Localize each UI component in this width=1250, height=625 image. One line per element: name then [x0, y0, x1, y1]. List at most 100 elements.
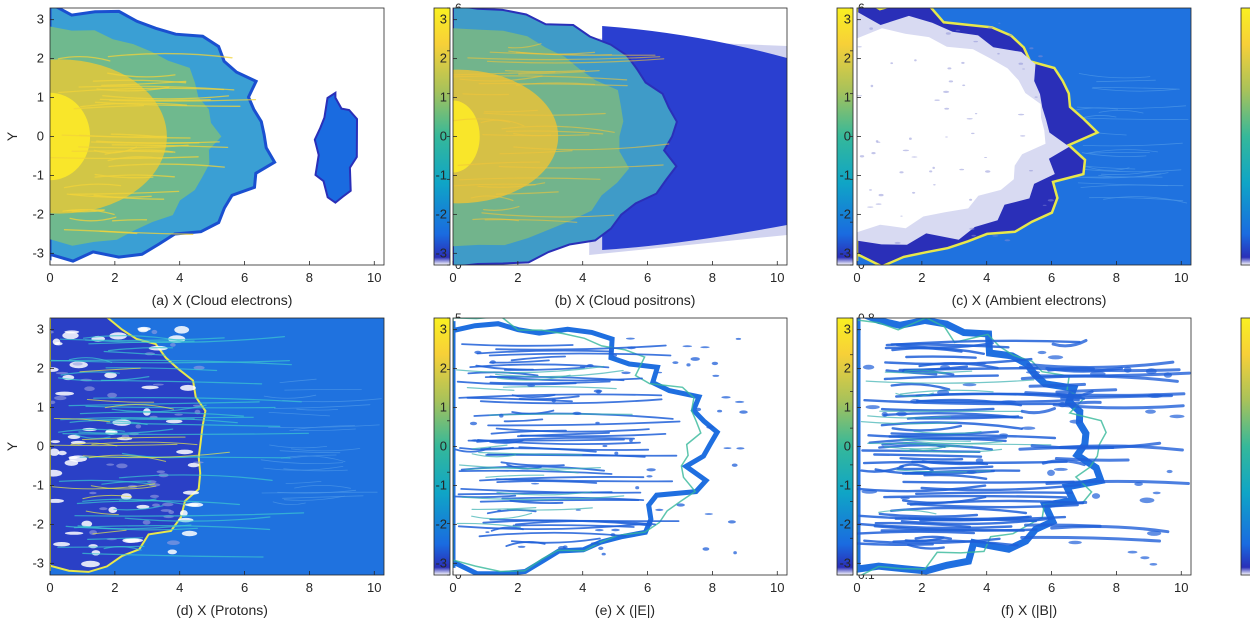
filament [456, 365, 605, 374]
filament [501, 496, 645, 501]
filament [923, 473, 988, 480]
filament [108, 163, 225, 168]
speck [1047, 199, 1054, 202]
filament [509, 499, 564, 504]
panel-caption: (b) X (Cloud positrons) [555, 292, 696, 308]
x-tick-label: 4 [579, 270, 586, 285]
filament [477, 182, 546, 188]
filament [507, 507, 593, 511]
speck [165, 419, 183, 424]
speck [517, 545, 526, 548]
filament [1086, 166, 1130, 171]
y-tick-label: 2 [844, 361, 851, 376]
speck [867, 206, 874, 208]
speck [104, 372, 117, 379]
y-tick-label: 3 [844, 12, 851, 27]
speck [176, 449, 194, 455]
speck [1090, 371, 1106, 377]
filament [878, 512, 979, 518]
filament [496, 491, 593, 496]
filament [92, 79, 187, 84]
speck [984, 157, 988, 158]
filament [119, 498, 157, 502]
x-tick-label: 2 [918, 270, 925, 285]
filament [268, 424, 380, 428]
filament [495, 191, 559, 195]
filament [88, 340, 195, 345]
speck [1140, 556, 1150, 560]
filament [892, 539, 1019, 547]
filament [94, 101, 241, 107]
filament [86, 399, 155, 403]
filament [914, 415, 1020, 420]
filament [503, 418, 544, 423]
speck [734, 400, 745, 403]
filament [83, 335, 184, 342]
filament [510, 355, 566, 362]
filament [279, 450, 341, 454]
x-tick-label: 10 [1174, 270, 1188, 285]
speck [736, 447, 745, 450]
speck [1021, 426, 1036, 430]
speck [910, 399, 921, 404]
y-tick-label: -1 [839, 167, 851, 182]
filament [867, 434, 1008, 440]
speck [702, 547, 710, 551]
speck [499, 413, 504, 418]
speck [142, 520, 151, 525]
filament [296, 408, 339, 411]
speck [966, 118, 973, 120]
cloud-hotspot [453, 69, 559, 204]
speck [940, 365, 951, 370]
speck [187, 462, 200, 468]
speck [575, 509, 581, 511]
filament [96, 140, 200, 144]
speck [601, 552, 606, 556]
filament [77, 525, 198, 531]
filament [476, 436, 635, 443]
speck [595, 421, 600, 425]
speck [167, 549, 177, 555]
filament [458, 469, 613, 475]
speck [943, 90, 950, 93]
speck [1166, 469, 1173, 474]
filament [461, 495, 625, 501]
heatmap-image [453, 318, 787, 575]
speck [975, 458, 984, 463]
colorbar [1240, 317, 1250, 576]
speck [723, 447, 732, 449]
speck [974, 113, 978, 115]
filament [891, 346, 985, 355]
filament [471, 512, 533, 520]
filament [915, 491, 1073, 495]
filament [1078, 73, 1151, 79]
filament [909, 448, 1003, 453]
filament [111, 404, 207, 413]
filament [1045, 479, 1190, 485]
y-tick-label: -3 [32, 555, 44, 570]
speck [1004, 239, 1011, 242]
speck [1123, 366, 1132, 373]
speck [875, 203, 882, 205]
speck [572, 411, 582, 415]
filament [873, 453, 983, 458]
y-tick-label: -1 [32, 477, 44, 492]
speck [1026, 370, 1041, 374]
speck [712, 374, 720, 377]
x-tick-label: 8 [306, 580, 313, 595]
speck [937, 389, 950, 396]
field-rim [857, 318, 1106, 575]
panel-caption: (e) X (|E|) [595, 602, 655, 618]
speck [611, 528, 620, 532]
filament [50, 156, 199, 160]
filament [1064, 400, 1102, 407]
filament [68, 401, 260, 407]
speck [610, 533, 616, 537]
filament [857, 522, 1013, 530]
y-tick-label: -2 [839, 516, 851, 531]
filament [486, 58, 665, 64]
y-tick-label: 0 [844, 129, 851, 144]
speck [1038, 55, 1043, 58]
